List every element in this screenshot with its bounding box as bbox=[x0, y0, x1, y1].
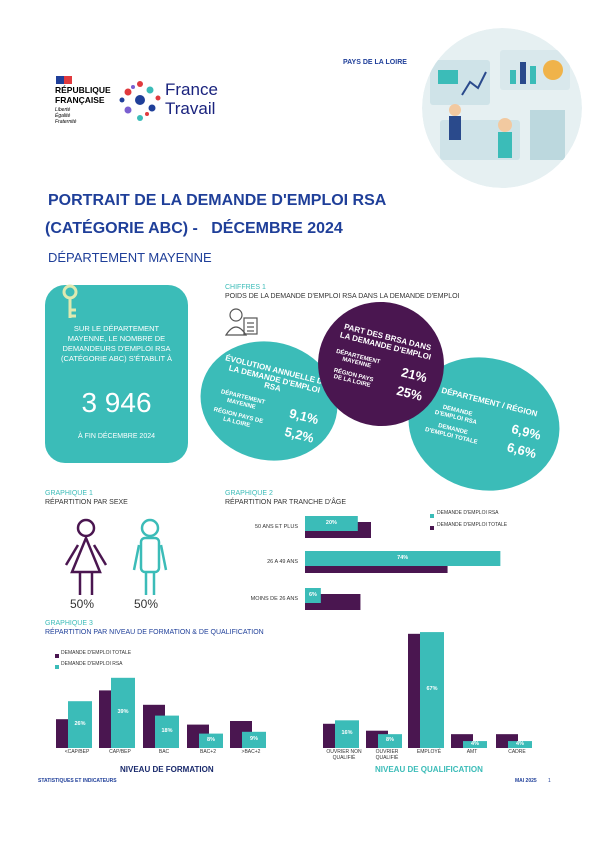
value-label: 74% bbox=[397, 555, 409, 561]
category-label: AMT bbox=[466, 749, 478, 755]
category-label: MOINS DE 26 ANS bbox=[250, 596, 298, 602]
bar bbox=[305, 588, 321, 603]
bubble-row-value: 9,1% bbox=[287, 405, 321, 428]
value-label: 20% bbox=[325, 520, 337, 526]
male-icon bbox=[132, 518, 168, 595]
category-label: BAC bbox=[158, 749, 170, 755]
section-label: GRAPHIQUE 2 bbox=[225, 490, 273, 497]
bar bbox=[68, 701, 92, 748]
bar bbox=[378, 734, 402, 748]
legend-swatch bbox=[55, 654, 59, 658]
devise: Liberté bbox=[55, 107, 71, 113]
section-title: POIDS DE LA DEMANDE D'EMPLOI RSA DANS LA… bbox=[225, 293, 460, 300]
category-label: CAP/BEP bbox=[109, 749, 131, 755]
female-icon bbox=[64, 518, 108, 595]
value-label: 39% bbox=[117, 708, 129, 715]
sex-value: 50% bbox=[70, 597, 95, 611]
republique: FRANÇAISE bbox=[55, 95, 105, 105]
illustration bbox=[422, 28, 582, 188]
bar bbox=[305, 516, 358, 531]
value-label: 67% bbox=[426, 686, 438, 693]
section-title: RÉPARTITION PAR TRANCHE D'ÂGE bbox=[225, 499, 347, 506]
section-label: GRAPHIQUE 3 bbox=[45, 620, 93, 627]
category-label: 26 A 49 ANS bbox=[267, 559, 298, 565]
region: PAYS DE LA LOIRE bbox=[343, 59, 407, 66]
subtitle: DÉPARTEMENT MAYENNE bbox=[48, 250, 212, 265]
legend-label: DEMANDE D'EMPLOI TOTALE bbox=[437, 522, 508, 528]
bar bbox=[463, 741, 487, 748]
bar bbox=[155, 715, 179, 748]
key-date: À FIN DÉCEMBRE 2024 bbox=[77, 433, 156, 440]
bubble-row-value: 6,6% bbox=[505, 439, 538, 462]
brand: Travail bbox=[165, 99, 216, 118]
category-label: 50 ANS ET PLUS bbox=[254, 524, 298, 530]
section-label: CHIFFRES 1 bbox=[225, 284, 266, 291]
section-title: RÉPARTITION PAR SEXE bbox=[45, 499, 128, 506]
section-label: GRAPHIQUE 1 bbox=[45, 490, 93, 497]
axis-title: NIVEAU DE QUALIFICATION bbox=[375, 765, 483, 774]
devise: Égalité bbox=[55, 113, 71, 119]
bar bbox=[199, 733, 223, 748]
legend-swatch bbox=[430, 514, 434, 518]
footer-date: MAI 2025 bbox=[515, 778, 537, 784]
title: (CATÉGORIE ABC) - DÉCEMBRE 2024 bbox=[45, 220, 343, 237]
key-figure-box bbox=[45, 285, 188, 463]
value-label: 4% bbox=[471, 740, 479, 747]
legend-swatch bbox=[430, 526, 434, 530]
value-label: 4% bbox=[516, 740, 524, 747]
legend-swatch bbox=[55, 665, 59, 669]
value-label: 8% bbox=[386, 737, 394, 744]
devise: Fraternité bbox=[55, 119, 77, 125]
value-label: 8% bbox=[207, 736, 215, 743]
legend-label: DEMANDE D'EMPLOI TOTALE bbox=[61, 650, 132, 656]
key-value: 3 946 bbox=[81, 387, 152, 418]
republique: RÉPUBLIQUE bbox=[55, 85, 111, 95]
legend-label: DEMANDE D'EMPLOI RSA bbox=[437, 510, 499, 516]
value-label: 26% bbox=[74, 720, 86, 727]
category-label: EMPLOYÉ bbox=[416, 749, 442, 755]
bubble-row-value: 21% bbox=[399, 364, 429, 386]
footer-page: 1 bbox=[548, 778, 551, 784]
footer-left: STATISTIQUES ET INDICATEURS bbox=[38, 778, 117, 784]
category-label: CADRE bbox=[508, 749, 526, 755]
value-label: 6% bbox=[308, 592, 317, 598]
category-label: >BAC+2 bbox=[241, 749, 261, 755]
value-label: 18% bbox=[161, 727, 173, 734]
section-title: RÉPARTITION PAR NIVEAU DE FORMATION & DE… bbox=[45, 629, 264, 636]
bubble-row-value: 5,2% bbox=[283, 424, 316, 446]
category-label: OUVRIER NON QUALIFIÉ bbox=[326, 749, 362, 761]
bubble-row-value: 25% bbox=[395, 382, 425, 404]
marianne-logo bbox=[56, 76, 72, 84]
category-label: <CAP/BEP bbox=[64, 749, 90, 755]
key-icon bbox=[62, 284, 78, 318]
category-label: BAC+2 bbox=[200, 749, 216, 755]
bar bbox=[420, 632, 444, 748]
axis-title: NIVEAU DE FORMATION bbox=[120, 765, 214, 774]
france-travail-logo bbox=[119, 81, 161, 121]
value-label: 16% bbox=[341, 730, 353, 737]
category-label: OUVRIER QUALIFIÉ bbox=[375, 749, 399, 761]
legend-label: DEMANDE D'EMPLOI RSA bbox=[61, 661, 123, 667]
title: PORTRAIT DE LA DEMANDE D'EMPLOI RSA bbox=[48, 192, 387, 209]
key-text: SUR LE DÉPARTEMENT MAYENNE, LE NOMBRE DE… bbox=[60, 324, 173, 364]
value-label: 9% bbox=[250, 735, 258, 742]
bubble-row-value: 6,9% bbox=[509, 421, 543, 444]
person-icon bbox=[224, 308, 258, 336]
sex-value: 50% bbox=[134, 597, 159, 611]
bar bbox=[508, 741, 532, 748]
bar bbox=[305, 551, 501, 566]
brand: France bbox=[165, 80, 218, 99]
bar bbox=[111, 677, 135, 748]
bar bbox=[335, 720, 359, 748]
bar bbox=[242, 731, 266, 748]
